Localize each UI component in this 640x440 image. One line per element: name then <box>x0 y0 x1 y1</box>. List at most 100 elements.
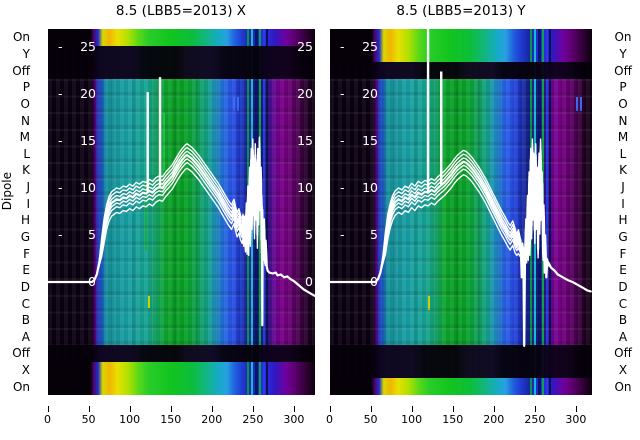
tick-number: 10 <box>80 180 96 195</box>
row-label-left: K <box>22 163 30 178</box>
row-label-right: C <box>618 296 628 311</box>
tick-number: 25 <box>362 39 378 54</box>
x-tick-mark <box>329 406 331 412</box>
row-label-left: O <box>20 96 30 111</box>
x-tick-mark <box>252 406 255 412</box>
overlay-curve-bundle <box>330 153 592 347</box>
stripe-line <box>444 160 446 300</box>
bright-band-bottom <box>330 378 592 395</box>
tick-dash: - <box>58 180 63 195</box>
x-tick-label: 100 <box>401 413 423 426</box>
heatmap-layer <box>330 29 592 395</box>
stripe-line <box>549 29 551 395</box>
stripe-line <box>145 180 147 250</box>
x-tick-mark <box>534 406 537 412</box>
row-label-right: O <box>618 96 628 111</box>
heatmap-layer <box>48 29 315 395</box>
row-label-left: Off <box>12 346 30 361</box>
row-label-left: F <box>23 246 30 261</box>
stripe-line <box>237 97 239 111</box>
dark-band-bottom <box>330 345 592 378</box>
x-tick-mark <box>575 406 578 412</box>
row-label-right: D <box>618 279 628 294</box>
stripe-line <box>259 29 261 395</box>
row-label-right: L <box>619 146 627 161</box>
row-label-left: N <box>21 113 30 128</box>
tick-number: 10 <box>362 180 378 195</box>
x-tick-label: 250 <box>524 413 546 426</box>
x-tick-mark <box>88 406 90 412</box>
row-label-left: P <box>22 80 30 95</box>
ytick-label-inner-left: - 10 <box>340 180 378 195</box>
x-tick-label: 0 <box>326 413 333 426</box>
tick-dash: - <box>340 133 345 148</box>
panel-title-x: 8.5 (LBB5=2013) X <box>115 3 247 19</box>
row-label-right: P <box>619 80 627 95</box>
overlay-curve-bundle <box>48 155 315 326</box>
tick-number: 5 <box>370 227 378 242</box>
heatmap-panel-y: -25-20-15-10-5 0 <box>330 29 592 395</box>
stripe-line <box>580 97 582 111</box>
row-label-left: B <box>21 313 30 328</box>
dark-band-bottom <box>48 345 315 362</box>
heatmap-panel-x: -25 25-20 20-15 15-10 10-5 5 0 0 <box>48 29 315 395</box>
row-shading <box>330 79 592 345</box>
stripe-line <box>576 97 578 111</box>
x-tick-mark <box>211 406 213 412</box>
line-overlay-svg <box>330 29 592 347</box>
row-label-left: A <box>21 329 30 344</box>
stripe-line <box>233 97 235 111</box>
tick-dash: - <box>58 86 63 101</box>
ytick-label-inner-left: - 25 <box>58 39 96 54</box>
x-tick-mark <box>293 406 296 412</box>
x-tick-mark <box>493 406 495 412</box>
row-label-left: On <box>12 30 30 45</box>
ytick-label-inner-right: 15 <box>297 133 313 148</box>
tick-dash: - <box>340 180 345 195</box>
x-tick-mark <box>411 406 413 412</box>
overlay-curve-bundle <box>48 144 315 326</box>
overlay-curve-main <box>330 149 592 347</box>
row-label-left: H <box>20 213 30 228</box>
heatmap-texture-layer <box>48 29 315 395</box>
bright-band-top <box>330 29 592 62</box>
tick-number: 25 <box>80 39 96 54</box>
x-tick-mark <box>47 406 49 412</box>
tick-dash: - <box>58 39 63 54</box>
overlay-curve-bundle <box>48 151 315 326</box>
tick-dash: - <box>340 227 345 242</box>
x-tick-label: 300 <box>565 413 587 426</box>
ytick-label-inner-left: - 10 <box>58 180 96 195</box>
stripe-line <box>262 29 265 395</box>
row-label-left: X <box>21 363 30 378</box>
x-tick-label: 50 <box>363 413 378 426</box>
ytick-label-inner-right: 0 <box>305 274 313 289</box>
dark-band-top <box>48 46 315 79</box>
row-label-left: M <box>19 130 30 145</box>
overlay-curve-bundle <box>330 157 592 347</box>
stripe-line <box>545 29 548 395</box>
x-tick-mark <box>129 406 131 412</box>
dark-band-top <box>330 62 592 79</box>
ytick-label-inner-left: - 15 <box>58 133 96 148</box>
tick-dash: - <box>340 39 345 54</box>
overlay-curve-bundle <box>48 160 315 326</box>
row-label-right: On <box>614 379 632 394</box>
row-label-left: I <box>26 196 30 211</box>
row-label-left: C <box>21 296 30 311</box>
row-label-right: B <box>618 313 628 328</box>
x-tick-label: 300 <box>283 413 305 426</box>
tick-dash: - <box>58 133 63 148</box>
heatmap-texture-layer <box>330 29 592 395</box>
row-label-right: Off <box>614 346 632 361</box>
ytick-label-inner-right: 20 <box>297 86 313 101</box>
ytick-label-inner-left: - 25 <box>340 39 378 54</box>
ytick-label-inner-left: -5 <box>340 227 378 242</box>
overlay-curve-bundle <box>330 162 592 347</box>
stripe-line <box>163 113 165 170</box>
tick-dash: - <box>58 227 63 242</box>
row-shading <box>48 79 315 345</box>
x-tick-mark <box>170 406 172 412</box>
ytick-label-inner-right: 10 <box>297 180 313 195</box>
